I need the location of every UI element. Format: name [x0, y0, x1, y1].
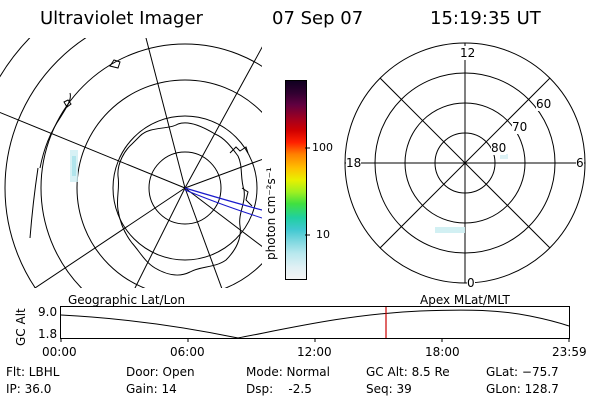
mlat-label-80: 80 [491, 141, 507, 155]
colorbar-ticks [305, 147, 310, 236]
colorbar [285, 80, 307, 280]
gc-alt-value: GC Alt: 8.5 Re [366, 365, 450, 379]
colorbar-tick-10: 10 [316, 228, 330, 241]
mlat-label-70: 70 [512, 120, 528, 134]
lat-circle [76, 79, 262, 288]
lon-line [134, 187, 186, 288]
altitude-x-tick-1: 06:00 [170, 345, 205, 359]
colorbar-tick-100: 100 [312, 141, 333, 154]
gain-value: Gain: 14 [126, 382, 177, 396]
time-label: 15:19:35 UT [430, 8, 541, 29]
ip-value: IP: 36.0 [6, 382, 52, 396]
instrument-title: Ultraviolet Imager [40, 8, 203, 29]
lon-line [34, 187, 186, 288]
orbit-track [184, 187, 262, 211]
lon-line [0, 111, 186, 189]
aurora-emission [435, 154, 508, 233]
door-status: Door: Open [126, 365, 195, 379]
lat-circle [112, 115, 258, 261]
lon-line [184, 187, 262, 248]
altitude-plot [60, 306, 570, 342]
mlt-label-18: 18 [346, 156, 362, 170]
orbit-track [184, 189, 262, 219]
glon-value: GLon: 128.7 [486, 382, 559, 396]
lat-circle [0, 38, 31, 78]
lon-line [184, 46, 262, 189]
island-icon [63, 99, 72, 108]
altitude-y-min: 1.8 [38, 327, 58, 341]
mlt-line-diagonal [379, 77, 551, 249]
magnetic-caption: Apex MLat/MLT [420, 293, 510, 307]
altitude-x-tick-2: 12:00 [297, 345, 332, 359]
altitude-axis-label: GC Alt [14, 308, 28, 346]
lon-line [184, 158, 262, 189]
lon-line [145, 38, 186, 189]
glat-value: GLat: −75.7 [486, 365, 559, 379]
lat-circle [148, 151, 222, 225]
altitude-curve [60, 309, 570, 339]
coastline-detail [229, 146, 249, 154]
antarctica-coastline [116, 122, 245, 276]
coastline-south-america [39, 92, 71, 169]
altitude-plot-frame [60, 306, 570, 339]
mlt-label-0: 0 [467, 276, 475, 290]
lat-circle [4, 38, 87, 288]
colorbar-unit-label: photon cm⁻²s⁻¹ [264, 167, 278, 260]
filter-value: Flt: LBHL [6, 365, 60, 379]
geographic-map [0, 38, 262, 288]
mlat-label-60: 60 [536, 97, 552, 111]
altitude-y-max: 9.0 [38, 305, 58, 319]
coastline-south-america [29, 167, 39, 239]
altitude-x-tick-4: 23:59 [552, 345, 587, 359]
mode-value: Mode: Normal [246, 365, 330, 379]
seq-value: Seq: 39 [366, 382, 412, 396]
lat-circle [40, 43, 262, 288]
aurora-emission [70, 150, 78, 182]
island-icon [109, 59, 121, 69]
coastline-detail [241, 187, 253, 207]
mlt-label-6: 6 [576, 156, 584, 170]
geographic-caption: Geographic Lat/Lon [68, 293, 186, 307]
mlt-label-12: 12 [460, 46, 476, 60]
altitude-x-tick-0: 00:00 [42, 345, 77, 359]
magnetic-polar-map [344, 42, 586, 284]
date-label: 07 Sep 07 [272, 8, 364, 29]
lon-line [184, 187, 223, 288]
altitude-x-tick-3: 18:00 [425, 345, 460, 359]
dsp-value: Dsp: -2.5 [246, 382, 312, 396]
